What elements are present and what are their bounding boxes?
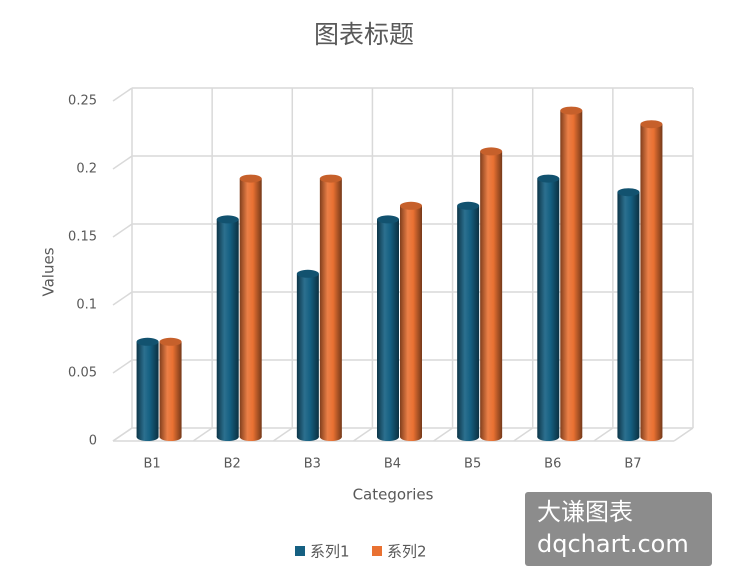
grid-line: [112, 359, 133, 374]
bar: [400, 201, 422, 441]
bar-top: [319, 174, 342, 183]
floor-line: [272, 427, 293, 442]
x-tick-label: B4: [384, 457, 401, 472]
bar: [239, 178, 262, 437]
watermark-text: 大谦图表: [537, 498, 633, 526]
y-tick-label: 0.2: [76, 162, 97, 177]
bar: [457, 205, 480, 437]
bar-top: [377, 215, 399, 224]
bar: [457, 201, 480, 441]
bar: [480, 147, 503, 441]
bar: [377, 215, 399, 441]
bar: [319, 178, 342, 437]
floor-line: [673, 427, 694, 442]
x-tick-label: B6: [544, 457, 561, 472]
grid-line: [112, 155, 133, 170]
bar: [480, 151, 503, 437]
floor-line: [112, 427, 133, 442]
floor-line: [433, 427, 453, 442]
bar: [319, 174, 342, 441]
bar-top: [239, 174, 262, 183]
bar: [640, 120, 663, 441]
bar: [537, 174, 560, 441]
chart-title: 图表标题: [314, 20, 414, 49]
grid-line: [112, 223, 133, 238]
bar: [560, 106, 583, 441]
floor-line: [513, 427, 534, 442]
bar: [377, 219, 399, 437]
bar-top: [640, 120, 663, 129]
legend-label: 系列2: [387, 543, 427, 561]
x-tick-label: B3: [304, 457, 321, 472]
bar-top: [400, 201, 422, 210]
y-tick-label: 0.05: [68, 366, 97, 381]
bar-top: [537, 174, 560, 183]
bar: [159, 337, 182, 441]
bar: [296, 273, 319, 437]
bar-top: [216, 215, 239, 224]
bar: [216, 215, 239, 441]
legend-label: 系列1: [310, 543, 350, 561]
bar-top: [457, 201, 480, 210]
y-tick-label: 0: [89, 434, 97, 449]
y-axis-title: Values: [40, 247, 58, 296]
bar-top: [159, 337, 182, 346]
legend-swatch: [372, 546, 382, 556]
bar: [640, 124, 663, 437]
floor-line: [192, 427, 213, 442]
legend-swatch: [295, 546, 305, 556]
bar: [617, 188, 640, 441]
bar: [617, 192, 640, 437]
bar: [560, 110, 583, 437]
floor-line: [593, 427, 614, 442]
grid-line: [112, 291, 133, 306]
x-tick-label: B1: [143, 457, 160, 472]
y-tick-label: 0.15: [68, 230, 97, 245]
y-tick-label: 0.25: [68, 94, 97, 109]
bar: [136, 337, 159, 441]
bar-top: [480, 147, 503, 156]
bar: [296, 269, 319, 441]
grid-line: [112, 87, 133, 102]
y-tick-label: 0.1: [76, 298, 97, 313]
bar: [216, 219, 239, 437]
bar: [537, 178, 560, 437]
x-tick-label: B7: [624, 457, 641, 472]
bar: [159, 341, 182, 437]
bar-top: [296, 269, 319, 278]
bar-top: [136, 337, 159, 346]
bar: [239, 174, 262, 441]
bar: [400, 205, 422, 437]
bar-top: [560, 106, 583, 115]
watermark-box: [525, 492, 712, 566]
bar: [136, 341, 159, 437]
floor-line: [353, 427, 373, 442]
x-tick-label: B2: [224, 457, 241, 472]
watermark-text: dqchart.com: [537, 530, 689, 558]
bar-top: [617, 188, 640, 197]
x-tick-label: B5: [464, 457, 481, 472]
x-axis-title: Categories: [353, 486, 434, 504]
